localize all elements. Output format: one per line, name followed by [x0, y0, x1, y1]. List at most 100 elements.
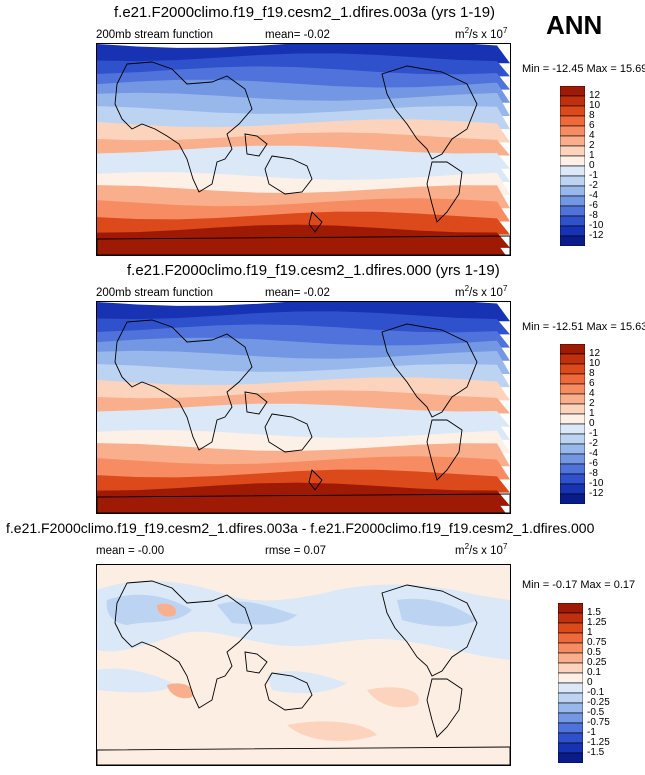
colorbar-swatch: [559, 165, 586, 177]
colorbar-tick-label: -1.5: [587, 747, 605, 758]
colorbar-tick-label: -12: [589, 230, 604, 241]
panel1-mean-label: mean= -0.02: [265, 29, 330, 41]
colorbar-swatch: [559, 115, 586, 127]
colorbar-tick-label: -1: [589, 428, 598, 439]
colorbar-tick-label: 0: [587, 677, 593, 688]
colorbar-swatch: [559, 463, 586, 475]
colorbar-swatch: [557, 602, 584, 614]
colorbar-swatch: [559, 433, 586, 445]
colorbar-tick-label: -6: [589, 458, 598, 469]
colorbar-swatch: [559, 343, 586, 355]
colorbar-tick-label: 0: [589, 418, 595, 429]
colorbar-tick-label: 10: [589, 358, 601, 369]
panel1-units: m2/s x 107: [455, 26, 508, 41]
colorbar-swatch: [559, 373, 586, 385]
colorbar-tick-label: -0.5: [587, 707, 605, 718]
colorbar-swatch: [559, 175, 586, 187]
colorbar-swatch: [559, 493, 586, 505]
colorbar-swatch: [557, 662, 584, 674]
colorbar-tick-label: 4: [589, 130, 595, 141]
panel2-colorbar-swatches: [559, 343, 586, 505]
colorbar-swatch: [559, 215, 586, 227]
colorbar-tick-label: -0.75: [587, 717, 610, 728]
panel2-field: [97, 302, 510, 513]
colorbar-tick-label: 8: [589, 110, 595, 121]
colorbar-tick-label: 0.25: [587, 657, 607, 668]
colorbar-tick-label: 0.1: [587, 667, 601, 678]
panel2-colorbar: [559, 343, 586, 505]
colorbar-swatch: [559, 403, 586, 415]
panel3-anomaly-patches: [97, 580, 510, 741]
colorbar-swatch: [559, 125, 586, 137]
colorbar-tick-label: 1: [589, 408, 595, 419]
colorbar-tick-label: -0.1: [587, 687, 605, 698]
colorbar-tick-label: 12: [589, 90, 601, 101]
panel2-units: m2/s x 107: [455, 284, 508, 299]
colorbar-swatch: [559, 155, 586, 167]
colorbar-swatch: [559, 413, 586, 425]
colorbar-swatch: [559, 105, 586, 117]
colorbar-swatch: [559, 205, 586, 217]
panel3-coastlines: [97, 580, 510, 765]
colorbar-tick-label: -4: [589, 448, 598, 459]
colorbar-tick-label: -8: [589, 210, 598, 221]
panel3-colorbar: [557, 602, 584, 764]
contour-band: [97, 495, 506, 513]
colorbar-tick-label: -2: [589, 438, 598, 449]
colorbar-tick-label: 2: [589, 140, 595, 151]
panel2-minmax: Min = -12.51 Max = 15.63: [522, 321, 645, 333]
colorbar-tick-label: 6: [589, 378, 595, 389]
colorbar-swatch: [559, 423, 586, 435]
colorbar-tick-label: -12: [589, 488, 604, 499]
colorbar-swatch: [559, 195, 586, 207]
colorbar-swatch: [557, 732, 584, 744]
panel3-minmax: Min = -0.17 Max = 0.17: [522, 579, 636, 591]
colorbar-tick-label: 6: [589, 120, 595, 131]
panel2-title: f.e21.F2000climo.f19_f19.cesm2_1.dfires.…: [127, 262, 500, 279]
panel1-coastlines: [97, 61, 510, 255]
colorbar-swatch: [557, 722, 584, 734]
colorbar-tick-label: -1.25: [587, 737, 610, 748]
colorbar-tick-label: 8: [589, 368, 595, 379]
colorbar-swatch: [557, 642, 584, 654]
panel3-colorbar-swatches: [557, 602, 584, 764]
colorbar-tick-label: 2: [589, 398, 595, 409]
panel2-map: [96, 301, 511, 514]
colorbar-swatch: [557, 632, 584, 644]
colorbar-tick-label: 0.5: [587, 647, 601, 658]
colorbar-swatch: [557, 702, 584, 714]
panel1-field: [97, 44, 510, 255]
panel1-title: f.e21.F2000climo.f19_f19.cesm2_1.dfires.…: [114, 4, 496, 21]
colorbar-swatch: [559, 443, 586, 455]
panel3-rmse-label: rmse = 0.07: [265, 545, 327, 557]
colorbar-tick-label: -10: [589, 220, 604, 231]
colorbar-tick-label: -0.25: [587, 697, 610, 708]
colorbar-swatch: [559, 483, 586, 495]
colorbar-tick-label: -1: [587, 727, 596, 738]
colorbar-swatch: [559, 363, 586, 375]
contour-band: [97, 237, 506, 255]
colorbar-swatch: [557, 742, 584, 754]
colorbar-tick-label: 4: [589, 388, 595, 399]
season-label: ANN: [546, 10, 603, 40]
colorbar-swatch: [557, 622, 584, 634]
colorbar-swatch: [559, 473, 586, 485]
colorbar-swatch: [559, 393, 586, 405]
colorbar-swatch: [559, 353, 586, 365]
panel3-field: [97, 580, 510, 765]
colorbar-tick-label: -1: [589, 170, 598, 181]
panel2-mean-label: mean= -0.02: [265, 287, 330, 299]
panel1-colorbar: [559, 85, 586, 247]
colorbar-tick-label: -6: [589, 200, 598, 211]
colorbar-tick-label: -4: [589, 190, 598, 201]
colorbar-tick-label: 0.75: [587, 637, 607, 648]
panel3-units: m2/s x 107: [455, 542, 508, 557]
panel1-colorbar-swatches: [559, 85, 586, 247]
panel1-minmax: Min = -12.45 Max = 15.69: [522, 63, 645, 75]
colorbar-tick-label: -8: [589, 468, 598, 479]
colorbar-tick-label: 12: [589, 348, 601, 359]
colorbar-swatch: [559, 185, 586, 197]
colorbar-swatch: [557, 682, 584, 694]
colorbar-tick-label: 10: [589, 100, 601, 111]
colorbar-swatch: [557, 652, 584, 664]
